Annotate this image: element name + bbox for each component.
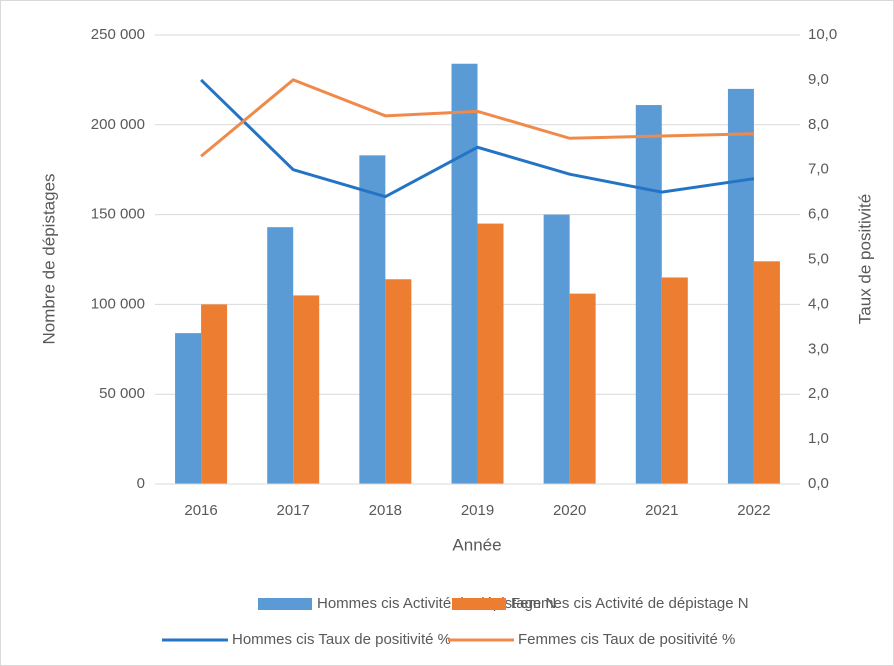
bar xyxy=(543,214,570,484)
y-tick-label: 0 xyxy=(137,475,145,492)
bar xyxy=(359,155,386,484)
y2-tick-label: 3,0 xyxy=(808,340,829,357)
legend-label: Femmes cis Taux de positivité % xyxy=(518,631,735,648)
y2-tick-label: 7,0 xyxy=(808,161,829,178)
y-axis-label: Nombre de dépistages xyxy=(39,173,58,344)
y2-tick-label: 2,0 xyxy=(808,385,829,402)
x-tick-label: 2019 xyxy=(461,502,494,519)
bar xyxy=(293,295,320,484)
x-axis-label: Année xyxy=(452,535,501,554)
y2-axis-label: Taux de positivité xyxy=(855,194,874,324)
bar xyxy=(201,304,228,484)
y-tick-label: 200 000 xyxy=(91,116,145,133)
x-tick-label: 2022 xyxy=(737,502,770,519)
y-tick-label: 150 000 xyxy=(91,206,145,223)
y2-tick-label: 8,0 xyxy=(808,116,829,133)
y2-tick-label: 6,0 xyxy=(808,206,829,223)
bar xyxy=(385,279,412,484)
y2-tick-label: 0,0 xyxy=(808,475,829,492)
bar xyxy=(451,63,478,485)
x-tick-label: 2017 xyxy=(277,502,310,519)
legend-label: Hommes cis Taux de positivité % xyxy=(232,631,451,648)
y2-tick-label: 1,0 xyxy=(808,430,829,447)
y2-tick-label: 9,0 xyxy=(808,71,829,88)
x-tick-label: 2021 xyxy=(645,502,678,519)
x-tick-label: 2018 xyxy=(369,502,402,519)
line-series xyxy=(200,78,754,158)
x-tick-label: 2020 xyxy=(553,502,586,519)
x-tick-label: 2016 xyxy=(184,502,217,519)
y-tick-label: 100 000 xyxy=(91,295,145,312)
bar xyxy=(477,223,504,484)
bar xyxy=(175,333,202,484)
y-tick-label: 250 000 xyxy=(91,26,145,43)
y2-tick-label: 5,0 xyxy=(808,250,829,267)
bar xyxy=(267,227,294,484)
bar xyxy=(569,293,596,484)
y2-tick-label: 10,0 xyxy=(808,26,837,43)
y2-tick-label: 4,0 xyxy=(808,295,829,312)
line-series xyxy=(200,78,755,199)
y-tick-label: 50 000 xyxy=(99,385,145,402)
bar xyxy=(635,105,662,484)
bar xyxy=(661,277,688,484)
bar xyxy=(753,261,780,484)
bar xyxy=(727,88,754,484)
legend-swatch xyxy=(452,598,506,610)
legend-swatch xyxy=(258,598,312,610)
legend-label: Femmes cis Activité de dépistage N xyxy=(511,595,749,612)
